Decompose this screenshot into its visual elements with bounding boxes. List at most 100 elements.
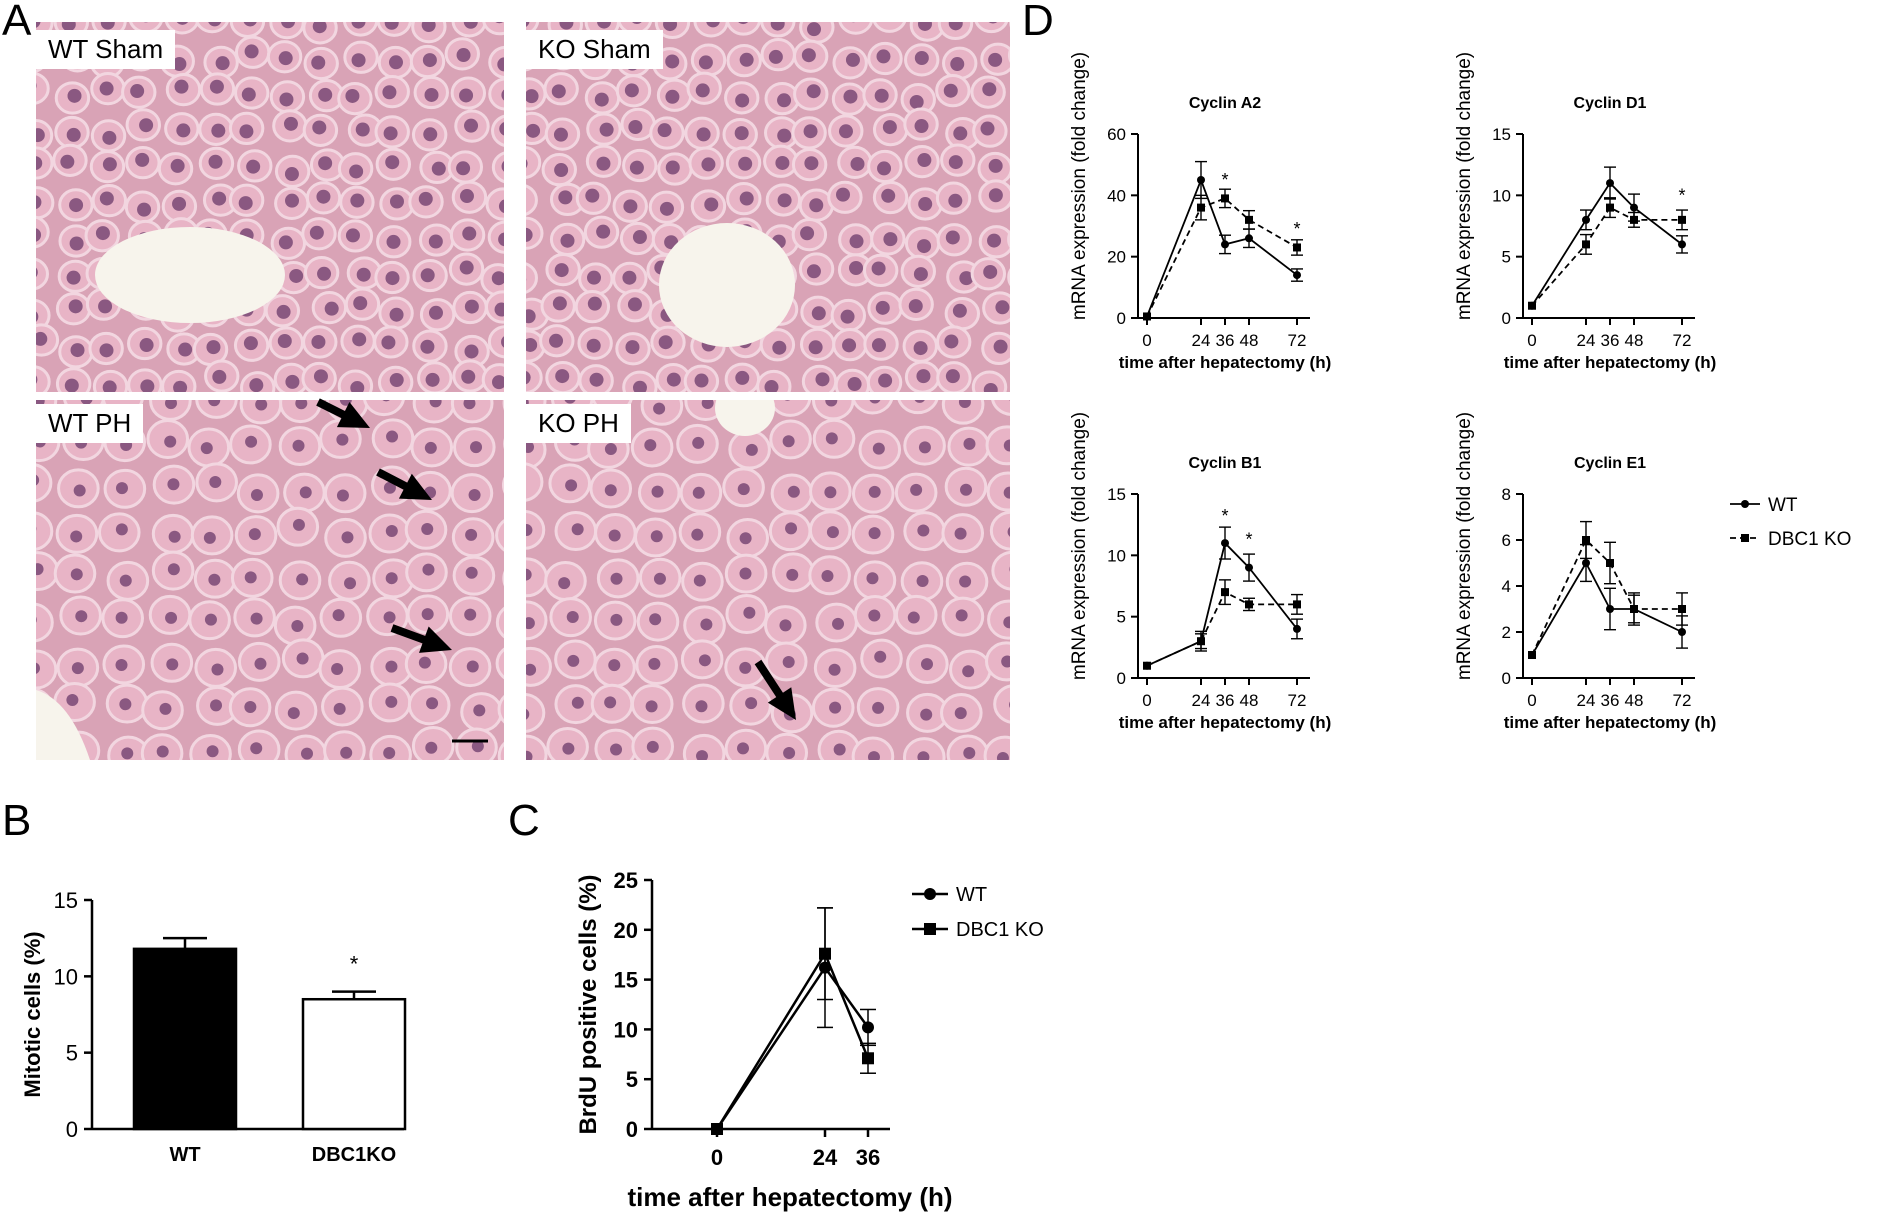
x-tick-label: 48 — [1240, 331, 1259, 350]
cell-nucleus — [739, 661, 752, 674]
vessel-lumen — [659, 223, 795, 347]
hepatocyte-cell — [488, 45, 504, 79]
cell-nucleus — [498, 199, 504, 214]
cell-nucleus — [627, 297, 642, 312]
cell-nucleus — [698, 654, 711, 667]
cell-nucleus — [383, 126, 398, 141]
cell-nucleus — [594, 92, 609, 107]
cell-nucleus — [952, 303, 967, 318]
cell-nucleus — [464, 299, 479, 314]
cell-nucleus — [910, 483, 923, 496]
panel-letter-d: D — [1022, 0, 1054, 45]
x-tick-label: DBC1KO — [312, 1144, 396, 1166]
cell-nucleus — [808, 340, 823, 355]
cell-nucleus — [526, 278, 527, 281]
cell-nucleus — [962, 665, 975, 678]
cell-nucleus — [737, 742, 750, 755]
cell-nucleus — [285, 374, 300, 389]
hepatocyte-cell — [487, 325, 504, 359]
cell-nucleus — [878, 373, 893, 388]
cell-nucleus — [867, 751, 880, 760]
y-axis-label: mRNA expression (fold change) — [1454, 52, 1475, 320]
cell-nucleus — [786, 568, 799, 581]
cell-nucleus — [526, 337, 538, 352]
cell-nucleus — [336, 489, 349, 502]
cell-nucleus — [526, 309, 536, 324]
cell-nucleus — [918, 441, 931, 454]
cell-nucleus — [250, 742, 263, 755]
cell-nucleus — [292, 518, 305, 531]
cell-nucleus — [36, 128, 45, 143]
cell-nucleus — [988, 188, 1003, 203]
x-tick-label: 36 — [856, 1145, 880, 1170]
data-point-dbc1ko — [1143, 312, 1151, 321]
cell-nucleus — [917, 524, 930, 537]
cell-nucleus — [509, 532, 521, 544]
cell-nucleus — [140, 379, 155, 392]
hepatocyte-cell — [129, 22, 163, 34]
cell-nucleus — [292, 439, 305, 452]
cell-nucleus — [204, 613, 217, 626]
data-point-wt — [1221, 240, 1229, 249]
cell-nucleus — [881, 188, 896, 203]
legend-marker-wt — [924, 888, 936, 900]
cell-nucleus — [353, 296, 368, 311]
hepatocyte-cell — [36, 602, 54, 643]
y-tick-label: 10 — [1107, 546, 1126, 565]
y-axis-label: Mitotic cells (%) — [20, 931, 45, 1097]
cell-nucleus — [465, 566, 478, 579]
cell-nucleus — [888, 22, 891, 23]
cell-nucleus — [36, 331, 48, 346]
cell-nucleus — [66, 270, 81, 285]
cell-nucleus — [658, 335, 673, 350]
cell-nucleus — [244, 701, 257, 714]
cell-nucleus — [920, 658, 933, 671]
cell-nucleus — [849, 234, 864, 249]
cell-nucleus — [560, 233, 575, 248]
cell-nucleus — [64, 378, 79, 392]
x-tick-label: 48 — [1625, 691, 1644, 710]
cell-nucleus — [526, 708, 530, 720]
cell-nucleus — [1009, 701, 1010, 708]
cell-nucleus — [277, 334, 292, 349]
cell-nucleus — [872, 701, 885, 714]
cell-nucleus — [585, 188, 600, 203]
legend-label: WT — [956, 884, 987, 906]
cell-nucleus — [653, 402, 666, 415]
cell-nucleus — [461, 369, 476, 384]
x-tick-label: 0 — [1142, 691, 1151, 710]
cell-nucleus — [165, 611, 178, 624]
hepatocyte-cell — [526, 262, 538, 294]
cell-nucleus — [586, 338, 601, 353]
cell-nucleus — [165, 400, 178, 410]
x-axis-label: time after hepatectomy (h) — [1119, 353, 1332, 372]
cell-nucleus — [355, 122, 370, 137]
cell-nucleus — [849, 260, 864, 275]
cell-nucleus — [692, 486, 705, 499]
cell-nucleus — [738, 22, 749, 25]
data-point-dbc1ko — [1245, 215, 1253, 224]
cell-nucleus — [743, 606, 756, 619]
cell-nucleus — [173, 380, 188, 392]
cell-nucleus — [36, 22, 41, 28]
cell-nucleus — [385, 271, 400, 286]
cell-nucleus — [1001, 655, 1010, 668]
data-point-dbc1ko — [862, 1052, 874, 1065]
hepatocyte-cell — [993, 684, 1010, 724]
cell-nucleus — [246, 159, 261, 174]
cell-nucleus — [770, 22, 785, 31]
cell-nucleus — [418, 191, 433, 206]
cell-nucleus — [666, 372, 681, 387]
cell-nucleus — [515, 479, 527, 491]
cell-nucleus — [296, 573, 309, 586]
data-point-wt — [1245, 563, 1253, 572]
data-point-dbc1ko — [1221, 588, 1229, 597]
cell-nucleus — [555, 369, 570, 384]
cell-nucleus — [99, 191, 114, 206]
cell-nucleus — [777, 93, 792, 108]
cell-nucleus — [209, 476, 222, 489]
cell-nucleus — [785, 522, 798, 535]
cell-nucleus — [800, 226, 815, 241]
cell-nucleus — [69, 236, 84, 251]
